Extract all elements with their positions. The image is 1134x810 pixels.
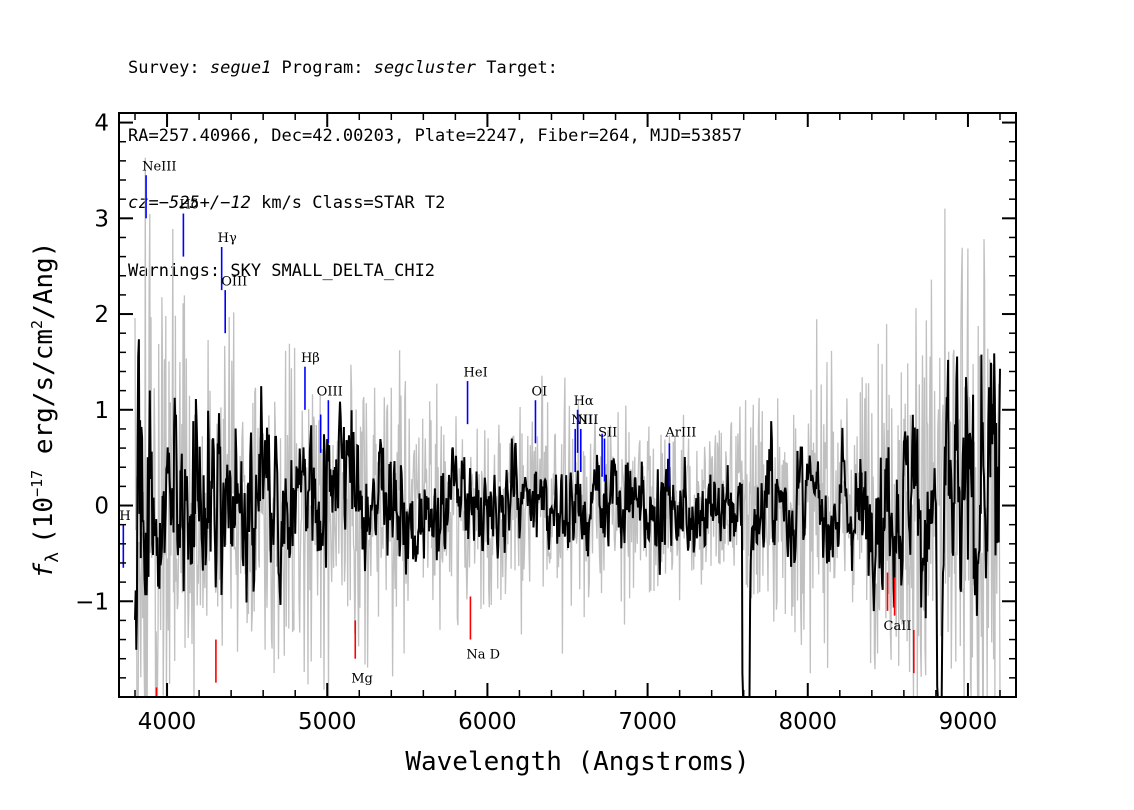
y-tick-label: 3 xyxy=(94,206,109,232)
header-survey-prefix: Survey: xyxy=(128,58,210,78)
y-tick-label: −1 xyxy=(75,589,109,615)
y-tick-label: 2 xyxy=(94,302,109,328)
emission-line-label: H xyxy=(119,509,130,524)
y-axis-title-tail: /Ang) xyxy=(29,242,59,320)
header-line-warnings: Warnings: SKY SMALL_DELTA_CHI2 xyxy=(128,260,436,281)
x-tick-label: 5000 xyxy=(298,709,357,735)
emission-line-label: OIII xyxy=(317,384,343,399)
header-line-survey: Survey: segue1 Program: segcluster Targe… xyxy=(128,57,742,80)
header-cz-prefix: cz= xyxy=(128,193,159,213)
emission-line-label: Hα xyxy=(574,394,594,409)
y-tick-label: 1 xyxy=(94,398,109,424)
emission-line-label: HeI xyxy=(464,365,488,380)
y-axis-title-exp2: 2 xyxy=(28,320,46,329)
emission-line-label: SII xyxy=(598,426,617,441)
emission-line-label: OI xyxy=(531,384,547,399)
x-tick-label: 6000 xyxy=(458,709,517,735)
x-tick-label: 9000 xyxy=(939,709,998,735)
y-axis-title-rest: erg/s/cm xyxy=(29,329,59,470)
header-line-redshift: cz=−525+/−12 km/s Class=STAR T2 xyxy=(128,192,742,215)
absorption-line-label: Na D xyxy=(466,648,500,663)
y-axis-title-f: f xyxy=(29,562,59,578)
error-envelope-series xyxy=(134,157,1001,700)
plot-frame xyxy=(118,112,1017,698)
y-axis-title-unit: (10 xyxy=(29,497,59,544)
flux-line xyxy=(134,339,1001,698)
header-line-coordinates: RA=257.40966, Dec=42.00203, Plate=2247, … xyxy=(128,125,743,146)
spectrum-header: Survey: segue1 Program: segcluster Targe… xyxy=(128,12,742,305)
absorption-line-label: CaII xyxy=(884,619,912,634)
plot-axes: 4000 5000 6000 7000 8000 9000 −1 0 1 2 3 4 xyxy=(75,111,1017,735)
x-axis-title: Wavelength (Angstroms) xyxy=(405,747,749,777)
x-tick-label: 4000 xyxy=(138,709,197,735)
y-tick-label: 4 xyxy=(94,111,109,137)
y-axis-title-exp: −17 xyxy=(28,470,46,497)
emission-line-label: NeIII xyxy=(142,159,176,174)
emission-line-label: OIII xyxy=(221,274,247,289)
emission-line-label: Hδ xyxy=(179,198,198,213)
header-class-text: km/s Class=STAR T2 xyxy=(250,193,446,213)
emission-line-label: NII xyxy=(571,413,593,428)
absorption-line-label: Mg xyxy=(351,672,373,687)
header-target-label: Target: xyxy=(476,58,558,78)
header-survey-value: segue1 xyxy=(209,58,272,78)
emission-line-label: NII xyxy=(577,413,599,428)
x-tick-label: 8000 xyxy=(778,709,837,735)
header-cz-value: −525+/−12 xyxy=(158,193,251,213)
header-program-prefix: Program: xyxy=(271,58,374,78)
x-tick-label: 7000 xyxy=(618,709,677,735)
y-axis-title: fλ (10−17 erg/s/cm2/Ang) xyxy=(28,242,63,579)
error-envelope-line xyxy=(134,157,1001,700)
emission-line-label: Hβ xyxy=(301,351,320,366)
header-program-value: segcluster xyxy=(373,58,477,78)
emission-line-label: ArIII xyxy=(664,426,696,441)
emission-line-label: Hγ xyxy=(218,231,237,246)
flux-series xyxy=(134,339,1001,698)
y-axis-title-sub: λ xyxy=(42,552,63,563)
y-tick-label: 0 xyxy=(94,494,109,520)
